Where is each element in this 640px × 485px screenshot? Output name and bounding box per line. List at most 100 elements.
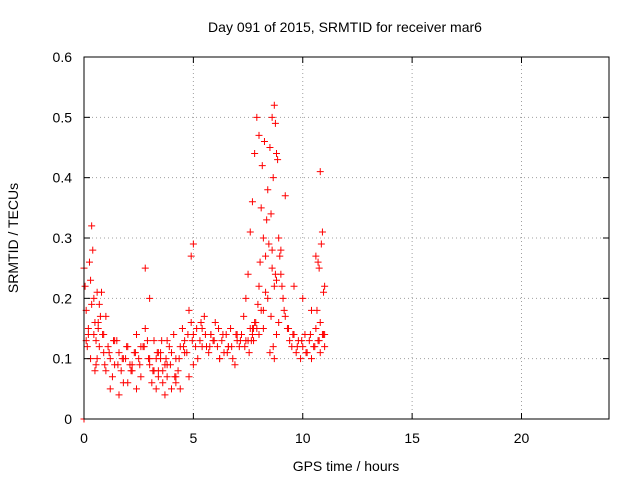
data-point: [88, 300, 96, 308]
data-point: [313, 306, 321, 314]
data-point: [87, 276, 95, 284]
data-point: [185, 306, 193, 314]
data-point: [270, 101, 278, 109]
data-point: [274, 156, 282, 164]
data-point: [268, 113, 276, 121]
data-point: [253, 325, 261, 332]
data-point: [273, 276, 280, 284]
data-point: [175, 355, 183, 363]
data-point: [206, 343, 214, 351]
data-point: [185, 373, 193, 381]
data-point: [187, 252, 195, 260]
data-point: [148, 379, 156, 387]
data-point: [270, 355, 278, 363]
data-point: [219, 331, 227, 339]
grid: [84, 57, 609, 419]
data-point: [229, 355, 237, 363]
data-point: [277, 246, 285, 254]
data-point: [240, 312, 248, 320]
data-point: [189, 361, 197, 369]
data-point: [251, 150, 259, 158]
data-point: [216, 355, 224, 363]
data-point: [168, 385, 175, 393]
data-point: [194, 355, 202, 363]
data-point: [165, 343, 173, 351]
data-point: [152, 355, 160, 363]
data-point: [197, 318, 205, 326]
data-point: [170, 331, 178, 339]
data-point: [90, 294, 98, 302]
data-point: [218, 337, 226, 345]
axis-ticks: 0 0.1 0.2 0.3 0.4 0.5 0.6 0 5 10 15 20: [53, 49, 609, 446]
data-point: [92, 337, 100, 345]
data-point: [321, 343, 329, 351]
data-point: [269, 343, 277, 351]
data-point: [81, 282, 89, 290]
data-point: [84, 325, 92, 332]
data-point: [131, 349, 139, 357]
data-point: [106, 355, 114, 363]
data-point: [115, 349, 123, 357]
data-point: [241, 343, 249, 351]
data-points: [80, 101, 329, 423]
data-point: [253, 113, 261, 121]
data-point: [117, 367, 125, 375]
data-point: [200, 312, 208, 320]
data-point: [95, 343, 103, 351]
data-point: [215, 325, 223, 332]
data-point: [318, 228, 326, 236]
data-point: [172, 379, 180, 387]
data-point: [321, 282, 329, 290]
data-point: [285, 325, 293, 332]
data-point: [152, 385, 160, 393]
data-point: [136, 361, 144, 369]
data-point: [192, 343, 200, 351]
data-point: [269, 174, 277, 182]
data-point: [105, 349, 113, 357]
data-point: [178, 325, 186, 332]
x-tick-label: 20: [514, 430, 530, 446]
x-tick-label: 5: [189, 430, 197, 446]
data-point: [259, 325, 267, 332]
data-point: [124, 379, 132, 387]
data-point: [174, 367, 182, 375]
data-point: [245, 349, 253, 357]
data-point: [181, 337, 189, 345]
data-point: [315, 337, 323, 345]
data-point: [210, 337, 218, 345]
data-point: [150, 337, 158, 345]
data-point: [258, 162, 266, 170]
data-point: [227, 325, 235, 332]
data-point: [275, 318, 283, 326]
data-point: [293, 343, 301, 351]
data-point: [94, 318, 102, 326]
data-point: [244, 270, 252, 278]
data-point: [141, 325, 149, 332]
data-point: [264, 294, 272, 302]
data-point: [262, 288, 270, 296]
data-point: [163, 373, 171, 381]
data-point: [108, 373, 116, 381]
data-point: [248, 198, 256, 206]
data-point: [280, 306, 288, 314]
data-point: [91, 367, 99, 375]
data-point: [176, 385, 184, 393]
data-point: [213, 343, 221, 351]
x-tick-label: 0: [80, 430, 88, 446]
data-point: [161, 391, 169, 399]
data-point: [133, 385, 140, 393]
data-point: [246, 228, 254, 236]
data-point: [267, 210, 275, 218]
x-tick-label: 10: [295, 430, 311, 446]
data-point: [157, 349, 165, 357]
data-point: [298, 337, 306, 345]
data-point: [95, 300, 103, 308]
data-point: [231, 361, 239, 369]
data-point: [273, 331, 280, 339]
data-point: [271, 270, 279, 278]
data-point: [275, 234, 283, 242]
data-point: [211, 318, 219, 326]
data-point: [172, 373, 180, 381]
